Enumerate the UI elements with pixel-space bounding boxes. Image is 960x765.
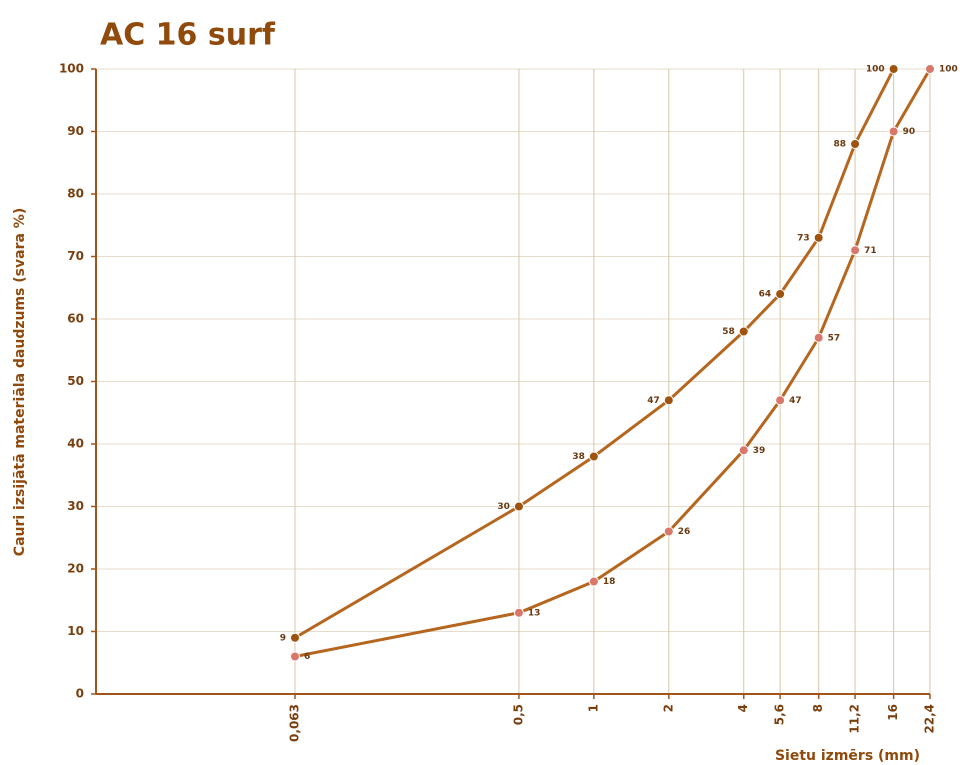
data-point [513, 501, 524, 512]
data-label: 39 [753, 446, 766, 456]
x-tick-label: 2 [661, 704, 675, 712]
data-point [289, 632, 300, 643]
x-tick-label: 0,5 [511, 704, 525, 725]
data-point [663, 395, 674, 406]
data-label: 6 [304, 652, 310, 662]
data-point [888, 126, 899, 137]
x-tick-label: 11,2 [848, 704, 862, 734]
data-label: 88 [834, 140, 847, 150]
y-axis-label: Cauri izsijātā materiāla daudzums (svara… [12, 208, 28, 556]
y-tick-label: 50 [67, 374, 84, 388]
data-label: 13 [528, 608, 541, 618]
data-point [775, 395, 786, 406]
data-point [513, 607, 524, 618]
data-point [663, 526, 674, 537]
data-label: 57 [828, 333, 841, 343]
data-point [925, 64, 935, 74]
y-tick-label: 80 [67, 187, 84, 201]
data-point [813, 232, 824, 243]
data-point [588, 451, 599, 462]
data-label: 73 [797, 233, 810, 243]
x-tick-label: 4 [736, 704, 750, 712]
data-point [888, 64, 899, 74]
data-point [289, 651, 300, 662]
y-tick-label: 10 [67, 624, 84, 638]
series-line [294, 68, 932, 658]
data-label: 30 [497, 502, 510, 512]
data-point [738, 326, 749, 337]
data-label: 100 [939, 65, 958, 75]
chart-title: AC 16 surf [100, 18, 276, 53]
data-label: 71 [864, 246, 877, 256]
y-tick-label: 70 [67, 249, 84, 263]
data-label: 38 [572, 452, 585, 462]
data-point [775, 289, 786, 299]
data-point [850, 245, 861, 256]
data-label: 100 [866, 65, 885, 75]
data-label: 18 [603, 577, 616, 587]
y-tick-label: 100 [59, 62, 84, 76]
data-label: 47 [647, 396, 660, 406]
data-label: 90 [903, 127, 916, 137]
x-tick-label: 16 [886, 704, 900, 721]
data-label: 26 [678, 527, 691, 537]
data-point [850, 139, 861, 149]
data-point [813, 332, 824, 343]
data-point [588, 576, 599, 587]
y-tick-label: 30 [67, 499, 84, 513]
data-label: 47 [789, 396, 802, 406]
x-tick-label: 8 [811, 704, 825, 712]
y-tick-label: 40 [67, 437, 84, 451]
y-tick-label: 20 [67, 562, 84, 576]
y-tick-label: 0 [76, 687, 84, 701]
x-tick-label: 1 [586, 704, 600, 712]
data-label: 64 [759, 290, 772, 300]
data-label: 58 [722, 327, 735, 337]
x-tick-label: 0,063 [287, 704, 301, 742]
y-tick-label: 60 [67, 312, 84, 326]
data-label: 9 [280, 633, 286, 643]
x-axis-label: Sietu izmērs (mm) [775, 748, 920, 764]
x-tick-label: 22,4 [923, 704, 937, 734]
x-tick-label: 5,6 [773, 704, 787, 725]
y-tick-label: 90 [67, 124, 84, 138]
data-point [738, 445, 749, 456]
